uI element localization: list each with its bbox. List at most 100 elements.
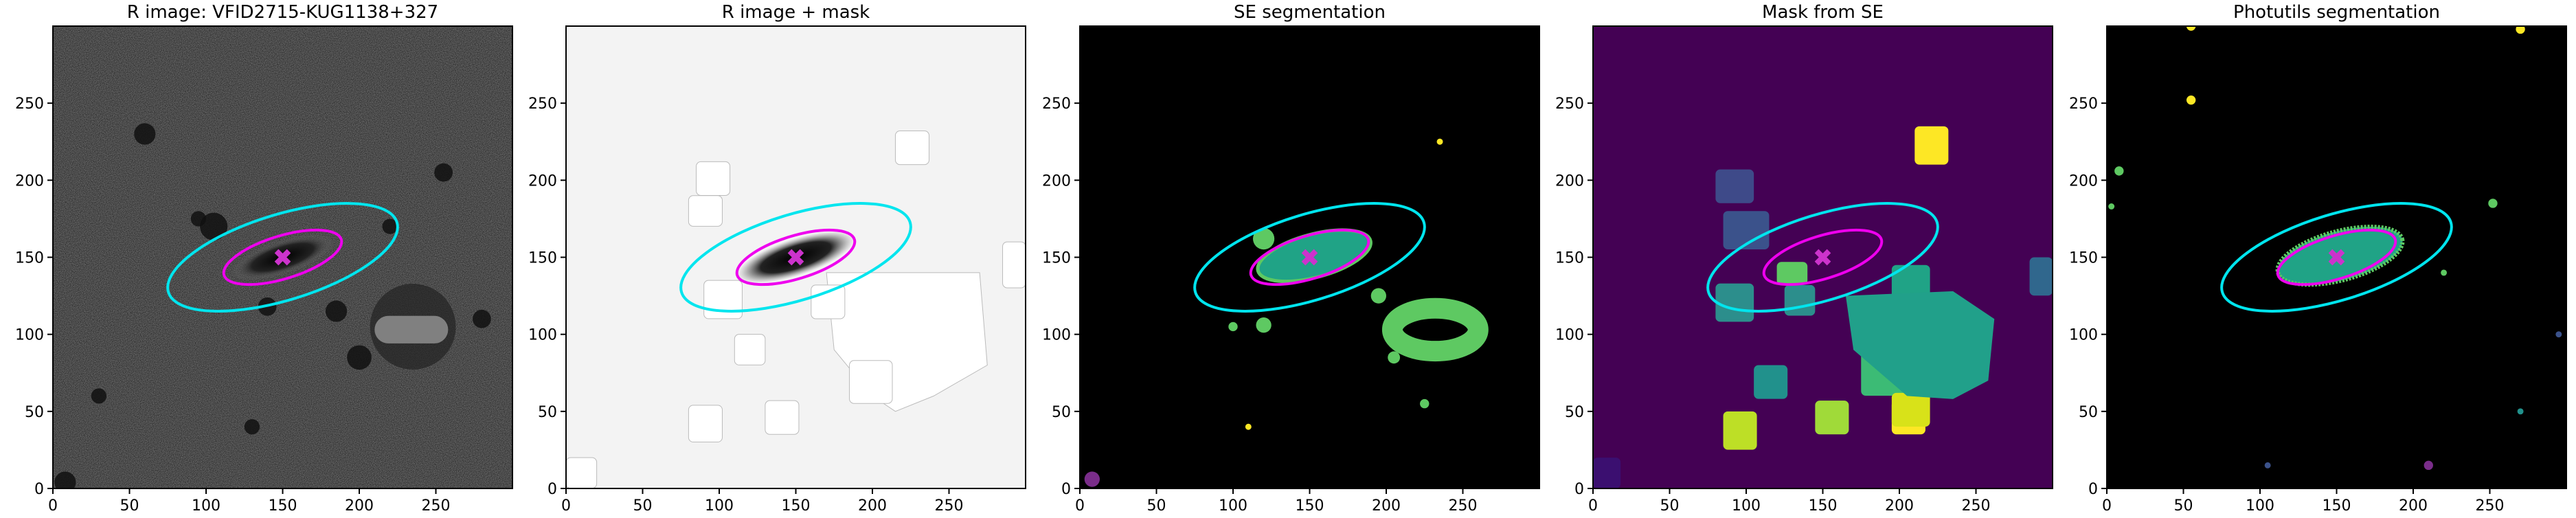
x-tick-label: 150	[1296, 497, 1324, 515]
x-tick-label: 150	[269, 497, 297, 515]
outer-ellipse	[679, 202, 912, 313]
segment-blob	[2186, 95, 2196, 105]
mask-box	[734, 334, 766, 365]
masked-star	[374, 315, 449, 344]
y-tick-label: 150	[1555, 250, 1584, 267]
y-tick-label: 200	[2069, 172, 2098, 190]
mask-box	[1754, 365, 1788, 399]
segment-blob	[1252, 227, 1275, 250]
y-tick-label: 250	[528, 95, 557, 113]
x-tick-label: 250	[1962, 497, 1991, 515]
y-tick-label: 50	[2079, 404, 2098, 421]
x-tick-label: 0	[48, 497, 58, 515]
y-tick-label: 0	[34, 481, 44, 498]
segment-blob	[2441, 269, 2448, 276]
source-blob	[473, 309, 491, 328]
y-tick-label: 50	[1565, 404, 1584, 421]
source-blob	[54, 471, 76, 488]
source-blob	[190, 211, 206, 227]
y-tick-label: 100	[15, 327, 44, 344]
x-tick-label: 100	[1219, 497, 1247, 515]
segment-blob	[1256, 317, 1272, 333]
mask-region	[1845, 291, 1995, 399]
segment-blob	[1084, 471, 1100, 487]
segment-blob	[1388, 351, 1401, 364]
center-marker	[1814, 249, 1831, 266]
outer-ellipse	[2220, 202, 2453, 313]
y-tick-label: 150	[1042, 250, 1071, 267]
source-blob	[134, 123, 156, 145]
mask-box	[1723, 211, 1770, 249]
y-tick-label: 50	[1052, 404, 1071, 421]
y-tick-label: 100	[1555, 327, 1584, 344]
x-tick-label: 50	[120, 497, 139, 515]
mask-box	[1715, 169, 1754, 203]
x-tick-label: 200	[1885, 497, 1914, 515]
y-tick-label: 50	[25, 404, 44, 421]
y-tick-label: 0	[547, 481, 557, 498]
outer-ellipse	[1706, 202, 1939, 313]
inner-ellipse	[222, 228, 343, 286]
source-blob	[347, 345, 372, 370]
y-tick-label: 200	[1555, 172, 1584, 190]
segment-blob	[1436, 138, 1443, 145]
y-tick-label: 200	[528, 172, 557, 190]
segment-blob	[2488, 199, 2498, 208]
inner-ellipse	[1249, 228, 1370, 286]
y-tick-label: 150	[15, 250, 44, 267]
x-tick-label: 0	[1588, 497, 1598, 515]
segment-blob	[2516, 26, 2525, 34]
mask-box	[688, 405, 723, 442]
x-tick-label: 150	[1809, 497, 1838, 515]
source-blob	[382, 218, 398, 234]
panel: R image: VFID2715-KUG1138+327 0 50 100 150 20…	[15, 2, 513, 515]
x-tick-label: 100	[1732, 497, 1761, 515]
source-blob	[200, 212, 228, 240]
star-ring	[1381, 297, 1489, 362]
image	[1080, 26, 1539, 488]
y-tick-label: 150	[528, 250, 557, 267]
image	[566, 26, 1026, 488]
center-marker	[787, 249, 804, 266]
source-blob	[434, 163, 453, 182]
y-tick-label: 250	[1042, 95, 1071, 113]
y-tick-label: 200	[1042, 172, 1071, 190]
x-tick-label: 200	[1372, 497, 1401, 515]
x-tick-label: 0	[561, 497, 571, 515]
segment-blob	[2517, 408, 2524, 415]
panel-title: Mask from SE	[1762, 2, 1884, 23]
image	[53, 26, 512, 488]
x-tick-label: 200	[858, 497, 887, 515]
panel: SE segmentation 0 50 100 150 200 250 0 50 100 150 2…	[1042, 2, 1540, 515]
mask-box	[1715, 283, 1754, 322]
x-tick-label: 100	[705, 497, 734, 515]
y-tick-label: 0	[1574, 481, 1584, 498]
x-tick-label: 50	[1660, 497, 1680, 515]
source-blob	[244, 419, 260, 435]
panel-title: Photutils segmentation	[2233, 2, 2440, 23]
source-blob	[325, 300, 348, 322]
x-tick-label: 0	[1075, 497, 1085, 515]
panel-title: SE segmentation	[1234, 2, 1386, 23]
x-tick-label: 250	[2476, 497, 2505, 515]
outer-ellipse	[166, 202, 399, 313]
image	[1593, 26, 2053, 488]
source-blob	[91, 388, 107, 404]
mask-box	[894, 131, 930, 166]
mask-box	[703, 280, 743, 319]
y-tick-label: 0	[2088, 481, 2098, 498]
mask-box	[1784, 284, 1816, 316]
mask-box	[849, 360, 893, 404]
segment-blob	[1245, 423, 1252, 430]
x-tick-label: 50	[633, 497, 653, 515]
inner-ellipse	[1762, 228, 1884, 286]
x-tick-label: 150	[782, 497, 811, 515]
mask-box	[2029, 257, 2053, 296]
y-tick-label: 150	[2069, 250, 2098, 267]
x-tick-label: 200	[345, 497, 374, 515]
mask-box	[1815, 401, 1849, 435]
mask-box	[1593, 458, 1621, 488]
center-marker	[2328, 249, 2345, 266]
x-tick-label: 100	[192, 497, 221, 515]
